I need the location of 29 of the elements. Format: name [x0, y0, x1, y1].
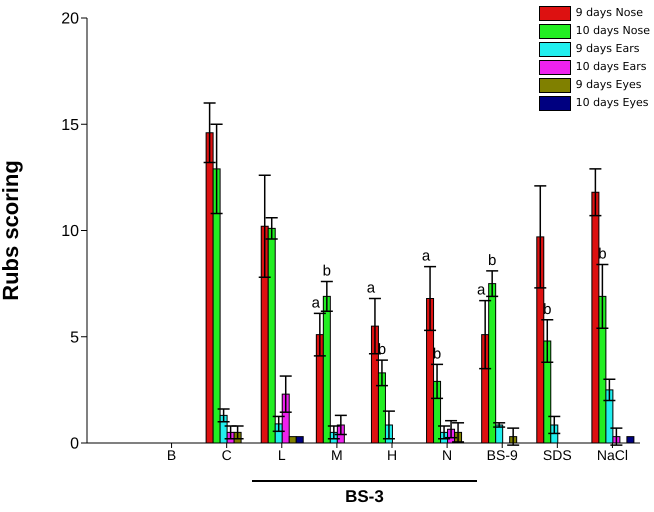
y-axis-title: Rubs scoring: [0, 160, 23, 301]
data-label: b: [488, 252, 496, 269]
y-tick-label: 10: [61, 223, 80, 240]
data-label: a: [366, 280, 376, 296]
legend-label: 10 days Eyes: [576, 96, 648, 110]
x-tick-label: C: [222, 446, 232, 463]
data-label: a: [312, 294, 321, 312]
x-tick-label: NaCl: [596, 446, 628, 463]
y-tick-label: 20: [61, 10, 80, 28]
y-tick-label: 15: [61, 116, 80, 134]
x-tick-label: SDS: [542, 446, 572, 463]
y-tick-label: 0: [70, 436, 80, 453]
data-label: a: [422, 248, 431, 265]
x-tick-label: B: [166, 446, 176, 463]
legend-label: 10 days Nose: [576, 24, 650, 38]
text: BS-3: [344, 487, 385, 507]
x-tick-label: M: [331, 446, 343, 463]
legend-label: 10 days Ears: [576, 60, 646, 74]
data-label: a: [476, 282, 486, 299]
data-label: b: [432, 345, 442, 362]
x-tick-label: BS-9: [486, 446, 518, 463]
x-tick-label: N: [442, 446, 452, 463]
legend-label: 9 days Eyes: [576, 78, 642, 92]
data-label: b: [322, 262, 332, 280]
y-tick-label: 5: [70, 329, 80, 346]
legend-label: 9 days Nose: [576, 6, 643, 20]
x-tick-label: H: [386, 446, 398, 463]
x-tick-label: L: [278, 446, 286, 463]
legend-label: 9 days Ears: [576, 42, 640, 56]
